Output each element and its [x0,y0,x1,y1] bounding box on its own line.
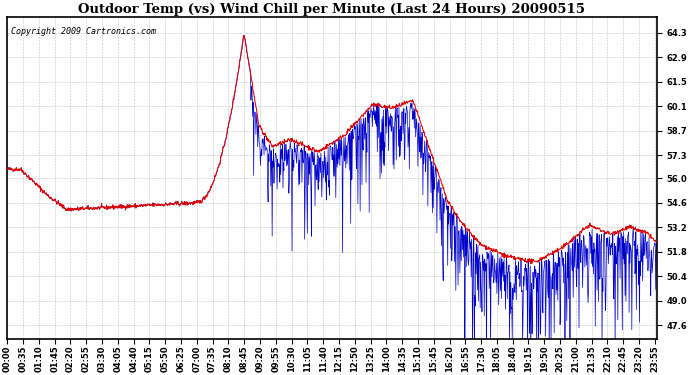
Text: Copyright 2009 Cartronics.com: Copyright 2009 Cartronics.com [10,27,155,36]
Title: Outdoor Temp (vs) Wind Chill per Minute (Last 24 Hours) 20090515: Outdoor Temp (vs) Wind Chill per Minute … [79,3,585,16]
